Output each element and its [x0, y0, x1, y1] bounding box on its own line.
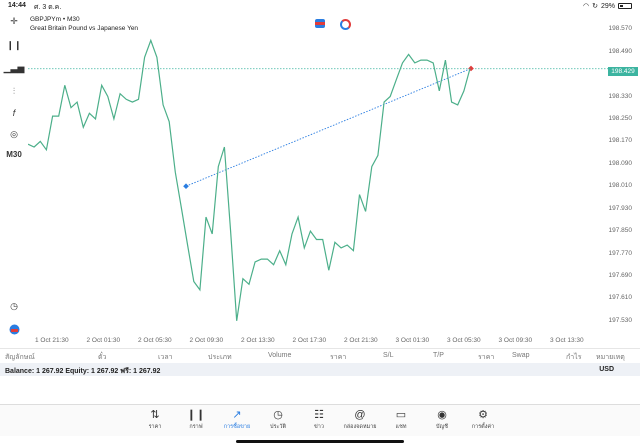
quotes-icon: ⇅ [150, 409, 160, 421]
battery-percent: 29% [600, 2, 615, 10]
balance-text: Balance: 1 267.92 Equity: 1 267.92 ฟรี: … [5, 368, 161, 375]
tab-mailbox[interactable]: @ กล่องจดหมาย [340, 408, 380, 431]
time-tick-label: 3 Oct 05:30 [447, 337, 481, 344]
price-tick-label: 197.850 [608, 227, 633, 235]
orientation-lock-icon: ↻ [592, 3, 598, 10]
chart-info: GBPJPYm • M30 Great Britain Pound vs Jap… [30, 15, 138, 33]
objects-icon[interactable]: ⫶ [12, 85, 16, 96]
col-volume: Volume [268, 352, 292, 359]
depth-of-market-icon[interactable] [340, 19, 351, 30]
battery-icon [618, 3, 632, 9]
tab-chat[interactable]: ▭ แชท [381, 408, 421, 431]
tab-chart[interactable]: ❙❙ กราฟ [176, 408, 216, 431]
price-tick-label: 198.330 [608, 92, 633, 100]
timeframe-button[interactable]: M30 [6, 149, 22, 159]
time-tick-label: 2 Oct 17:30 [292, 337, 327, 344]
trendline-start-anchor[interactable] [183, 183, 189, 190]
symbol-label: GBPJPYm • M30 [30, 16, 80, 23]
time-tick-label: 3 Oct 01:30 [395, 337, 430, 344]
price-series-line [28, 38, 471, 321]
balance-row: Balance: 1 267.92 Equity: 1 267.92 ฟรี: … [0, 363, 640, 376]
time-tick-label: 2 Oct 09:30 [189, 337, 224, 344]
trade-table-header: สัญลักษณ์ ตั๋ว เวลา ประเภท Volume ราคา S… [0, 348, 640, 362]
price-tick-label: 198.010 [608, 182, 633, 190]
mailbox-icon: @ [354, 409, 366, 421]
tab-quotes[interactable]: ⇅ ราคา [135, 408, 175, 431]
status-time: 14:44 [8, 2, 26, 9]
tab-history[interactable]: ◷ ประวัติ [258, 408, 298, 431]
time-tick-label: 3 Oct 09:30 [498, 337, 533, 344]
col-current-price: ราคา [478, 354, 495, 361]
price-tick-label: 197.610 [608, 294, 633, 302]
shapes-icon[interactable]: ◎ [10, 128, 18, 139]
trade-icon: ↗ [232, 409, 242, 421]
price-tick-label: 197.530 [608, 316, 633, 324]
bottom-tab-bar: ⇅ ราคา ❙❙ กราฟ ↗ การซื้อขาย ◷ ประวัติ ☷ ข่าว … [0, 404, 640, 436]
tab-trade[interactable]: ↗ การซื้อขาย [217, 408, 257, 431]
time-tick-label: 2 Oct 01:30 [86, 337, 121, 344]
chat-icon: ▭ [395, 409, 407, 421]
one-click-trade-icon[interactable] [315, 19, 325, 28]
indicators-icon[interactable]: ▁▃▅ [3, 62, 25, 73]
history-icon: ◷ [273, 409, 283, 421]
price-tick-label: 198.250 [608, 114, 633, 122]
col-ticket: ตั๋ว [98, 354, 107, 361]
time-tick-label: 2 Oct 21:30 [344, 337, 378, 344]
price-tick-label: 198.170 [608, 137, 633, 145]
tab-settings[interactable]: ⚙ การตั้งค่า [463, 408, 503, 431]
wifi-icon: ◠ [583, 3, 590, 10]
price-tick-label: 198.090 [608, 159, 633, 167]
tab-account[interactable]: ◉ บัญชี [422, 408, 462, 431]
symbol-description: Great Britain Pound vs Japanese Yen [30, 25, 139, 32]
trendline[interactable] [185, 68, 472, 187]
col-swap: Swap [512, 352, 530, 359]
col-comment: หมายเหตุ [596, 354, 625, 361]
current-price-tag: 198.429 [608, 67, 638, 76]
account-icon: ◉ [437, 409, 447, 421]
status-right: ◠ ↻ 29% [583, 2, 632, 10]
col-time: เวลา [158, 354, 173, 361]
time-tick-label: 2 Oct 05:30 [138, 337, 172, 344]
time-tick-label: 2 Oct 13:30 [241, 337, 275, 344]
crosshair-icon[interactable]: ✛ [10, 15, 18, 26]
settings-icon: ⚙ [478, 409, 488, 421]
price-tick-label: 197.930 [608, 204, 633, 212]
col-profit: กำไร [566, 354, 582, 361]
price-tick-label: 197.770 [608, 249, 633, 257]
status-date: ศ. 3 ต.ค. [34, 4, 62, 11]
status-bar: 14:44 ศ. 3 ต.ค. ◠ ↻ 29% [0, 0, 640, 12]
time-tick-label: 3 Oct 13:30 [550, 337, 584, 344]
balance-currency: USD [599, 366, 614, 373]
price-chart[interactable] [28, 14, 608, 336]
chart-toolbar: ✛ ❙❙ ▁▃▅ ⫶ f ◎ M30 ◷ [0, 14, 28, 336]
news-icon: ☷ [314, 409, 324, 421]
price-tick-label: 198.490 [608, 47, 633, 55]
candlestick-icon[interactable]: ❙❙ [6, 39, 22, 50]
price-tick-label: 197.690 [608, 271, 633, 279]
col-price: ราคา [330, 354, 347, 361]
time-tick-label: 1 Oct 21:30 [35, 337, 69, 344]
col-symbol: สัญลักษณ์ [5, 354, 35, 361]
clock-icon[interactable]: ◷ [10, 300, 18, 311]
col-sl: S/L [383, 352, 394, 359]
chart-icon: ❙❙ [186, 409, 206, 421]
price-tick-label: 198.570 [608, 25, 633, 33]
col-tp: T/P [433, 352, 444, 359]
function-icon[interactable]: f [12, 108, 16, 118]
trade-panel-icon[interactable] [5, 322, 23, 336]
tab-news[interactable]: ☷ ข่าว [299, 408, 339, 431]
col-type: ประเภท [208, 354, 232, 361]
home-indicator [236, 440, 404, 443]
